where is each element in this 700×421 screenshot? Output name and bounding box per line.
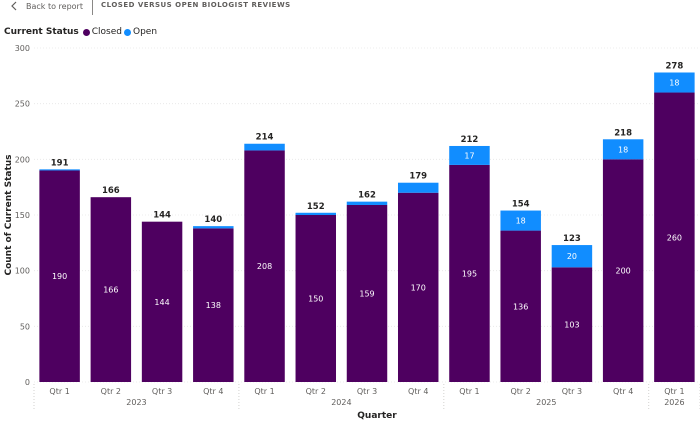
header-divider xyxy=(92,0,93,15)
data-label-closed: 200 xyxy=(616,267,631,276)
data-label-total: 214 xyxy=(256,133,274,143)
legend-item-closed[interactable]: Closed xyxy=(82,27,122,37)
data-label-total: 278 xyxy=(666,61,684,71)
data-label-closed: 170 xyxy=(411,283,426,292)
data-label-closed: 136 xyxy=(513,302,528,311)
x-year-label: 2025 xyxy=(536,398,556,407)
legend-title: Current Status xyxy=(4,27,79,37)
x-tick-label: Qtr 1 xyxy=(459,387,479,396)
y-tick-label: 150 xyxy=(15,211,30,220)
x-year-label: 2026 xyxy=(664,398,684,407)
legend: Current Status Closed Open xyxy=(4,26,159,38)
bar-open xyxy=(346,201,388,205)
data-label-total: 154 xyxy=(512,200,530,210)
bar-closed xyxy=(90,197,132,382)
bar-closed xyxy=(244,150,285,382)
bar-open xyxy=(244,143,285,151)
x-tick-label: Qtr 2 xyxy=(101,387,121,396)
data-label-closed: 144 xyxy=(154,298,169,307)
x-tick-label: Qtr 2 xyxy=(306,387,326,396)
y-tick-label: 300 xyxy=(15,44,30,53)
bar-open xyxy=(39,169,80,171)
bar-open xyxy=(551,245,593,268)
x-tick-label: Qtr 4 xyxy=(408,387,428,396)
data-label-open: 18 xyxy=(618,145,628,154)
page-title: CLOSED VERSUS OPEN BIOLOGIST REVIEWS xyxy=(101,1,291,9)
chevron-left-icon xyxy=(11,1,17,11)
bar-closed xyxy=(449,164,490,382)
data-label-total: 166 xyxy=(102,186,120,196)
bar-closed xyxy=(39,170,80,382)
bar-closed xyxy=(346,204,388,382)
y-tick-label: 50 xyxy=(20,322,30,331)
legend-dot-open xyxy=(124,28,131,36)
legend-label-closed: Closed xyxy=(91,27,122,37)
x-tick-label: Qtr 3 xyxy=(357,387,377,396)
data-label-total: 140 xyxy=(204,215,222,225)
data-label-total: 218 xyxy=(614,128,632,138)
data-label-closed: 190 xyxy=(52,272,67,281)
y-tick-label: 200 xyxy=(15,155,30,164)
data-label-open: 18 xyxy=(516,217,526,226)
data-label-closed: 103 xyxy=(564,321,579,330)
bar-open xyxy=(295,212,337,215)
x-year-label: 2023 xyxy=(126,398,146,407)
back-to-report-button[interactable]: Back to report xyxy=(10,0,83,12)
x-tick-label: Qtr 2 xyxy=(511,387,531,396)
back-to-report-label: Back to report xyxy=(26,1,83,11)
bar-open xyxy=(193,226,234,229)
data-label-open: 18 xyxy=(669,79,679,88)
data-label-closed: 166 xyxy=(103,286,118,295)
legend-label-open: Open xyxy=(133,27,158,37)
data-label-closed: 260 xyxy=(667,233,682,242)
bar-closed xyxy=(654,92,695,383)
data-label-total: 144 xyxy=(153,211,171,221)
y-tick-label: 100 xyxy=(15,267,30,276)
bar-closed xyxy=(141,221,183,382)
top-bar: Back to report CLOSED VERSUS OPEN BIOLOG… xyxy=(0,0,700,16)
bar-open xyxy=(500,210,541,231)
bar-open xyxy=(397,182,439,193)
x-tick-label: Qtr 1 xyxy=(664,387,684,396)
data-label-total: 212 xyxy=(461,135,479,145)
bar-closed xyxy=(602,159,644,382)
data-label-closed: 208 xyxy=(257,262,272,271)
x-tick-label: Qtr 4 xyxy=(203,387,223,396)
x-year-label: 2024 xyxy=(331,398,351,407)
x-tick-label: Qtr 1 xyxy=(49,387,69,396)
x-tick-label: Qtr 4 xyxy=(613,387,633,396)
bar-closed xyxy=(551,267,593,382)
data-label-closed: 159 xyxy=(359,289,374,298)
data-label-total: 179 xyxy=(409,172,427,182)
data-label-closed: 195 xyxy=(462,269,477,278)
bar-open xyxy=(449,145,490,165)
bar-closed xyxy=(500,230,541,382)
legend-item-open[interactable]: Open xyxy=(124,27,157,37)
bar-closed xyxy=(295,215,337,382)
x-axis-title: Quarter xyxy=(357,411,397,421)
data-label-total: 152 xyxy=(307,202,325,212)
data-label-total: 191 xyxy=(51,158,69,168)
bar-closed xyxy=(397,192,439,382)
x-tick-label: Qtr 3 xyxy=(152,387,172,396)
y-tick-label: 250 xyxy=(15,100,30,109)
bar-open xyxy=(654,72,695,93)
bar-closed xyxy=(193,228,234,382)
bar-open xyxy=(602,139,644,160)
data-label-open: 17 xyxy=(464,151,474,160)
y-axis-title: Count of Current Status xyxy=(4,154,14,275)
data-label-closed: 150 xyxy=(308,295,323,304)
legend-dot-closed xyxy=(82,28,90,36)
x-tick-label: Qtr 1 xyxy=(254,387,274,396)
y-tick-label: 0 xyxy=(25,378,30,387)
data-label-total: 123 xyxy=(563,234,581,244)
data-label-open: 20 xyxy=(567,252,577,261)
data-label-closed: 138 xyxy=(206,301,221,310)
x-tick-label: Qtr 3 xyxy=(562,387,582,396)
data-label-total: 162 xyxy=(358,191,376,201)
